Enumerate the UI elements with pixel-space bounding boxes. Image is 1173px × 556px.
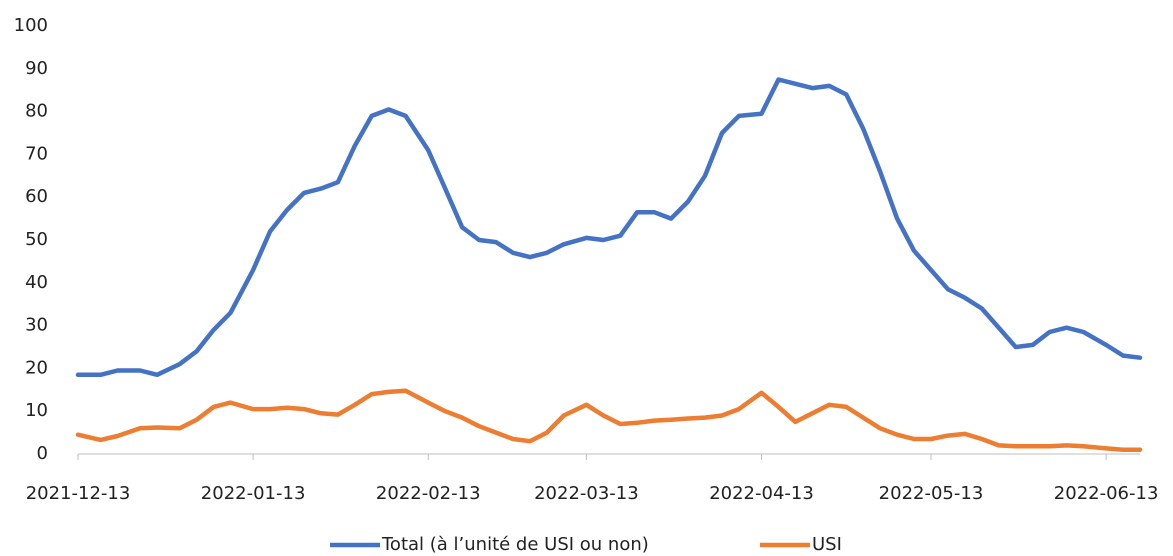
y-tick-label: 0 <box>37 443 48 464</box>
x-tick-label: 2022-05-13 <box>879 483 984 504</box>
x-tick-label: 2022-01-13 <box>201 483 306 504</box>
legend-label: Total (à l’unité de USI ou non) <box>381 534 649 555</box>
y-tick-label: 10 <box>25 400 48 421</box>
x-tick-label: 2022-02-13 <box>376 483 481 504</box>
y-tick-label: 80 <box>25 101 48 122</box>
y-tick-label: 20 <box>25 357 48 378</box>
y-tick-label: 50 <box>25 229 48 250</box>
x-tick-label: 2022-03-13 <box>534 483 639 504</box>
series-line <box>75 77 1143 378</box>
y-tick-label: 40 <box>25 272 48 293</box>
legend-label: USI <box>812 534 842 555</box>
x-tick-label: 2022-06-13 <box>1054 483 1159 504</box>
y-tick-label: 100 <box>14 15 48 36</box>
x-tick-label: 2021-12-13 <box>26 483 131 504</box>
y-tick-label: 90 <box>25 58 48 79</box>
y-tick-label: 70 <box>25 143 48 164</box>
y-tick-label: 60 <box>25 186 48 207</box>
x-tick-label: 2022-04-13 <box>709 483 814 504</box>
y-tick-label: 30 <box>25 315 48 336</box>
series-line <box>75 388 1143 452</box>
